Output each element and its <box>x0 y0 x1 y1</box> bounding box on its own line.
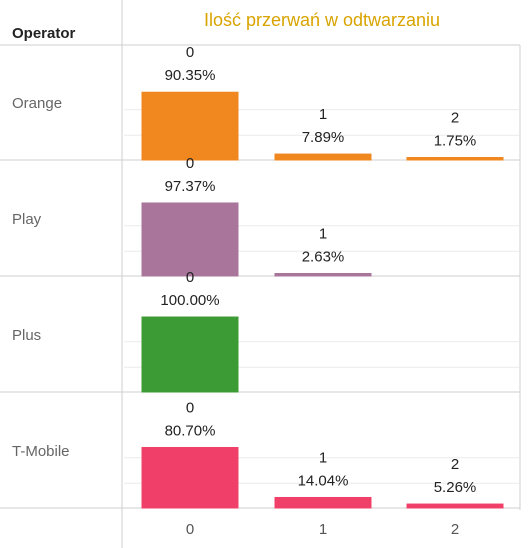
bar <box>274 153 372 161</box>
operator-label: T-Mobile <box>12 443 70 460</box>
x-tick-label: 0 <box>186 521 194 538</box>
bar-category-label: 0 <box>186 269 194 286</box>
bar-category-label: 0 <box>186 44 194 61</box>
bar-value-label: 80.70% <box>165 422 216 439</box>
bar-category-label: 0 <box>186 399 194 416</box>
bar-value-label: 90.35% <box>165 67 216 84</box>
bar-category-label: 0 <box>186 155 194 172</box>
bar-category-label: 2 <box>451 456 459 473</box>
bar <box>274 496 372 509</box>
bar-value-label: 7.89% <box>302 129 345 146</box>
bar-value-label: 1.75% <box>434 133 477 150</box>
bar-category-label: 1 <box>319 106 327 123</box>
operator-label: Orange <box>12 95 62 112</box>
bar <box>141 91 239 161</box>
bar-value-label: 2.63% <box>302 249 345 266</box>
bar-value-label: 5.26% <box>434 479 477 496</box>
operator-column-header: Operator <box>12 25 76 42</box>
bar <box>274 273 372 277</box>
operator-label: Play <box>12 211 42 228</box>
bar-category-label: 1 <box>319 449 327 466</box>
bar <box>406 157 504 161</box>
bar-category-label: 2 <box>451 110 459 127</box>
bar <box>141 446 239 509</box>
bar <box>141 202 239 277</box>
x-tick-label: 1 <box>319 521 327 538</box>
bar-value-label: 14.04% <box>298 472 349 489</box>
plot-area: Orange 0 90.35% 1 7.89% 2 1.75% Play 0 97.37% 1 2.6… <box>0 44 520 538</box>
bar-value-label: 100.00% <box>160 292 219 309</box>
bar-value-label: 97.37% <box>165 178 216 195</box>
bar <box>141 316 239 393</box>
operator-label: Plus <box>12 327 41 344</box>
x-tick-label: 2 <box>451 521 459 538</box>
bar-category-label: 1 <box>319 226 327 243</box>
bar <box>406 503 504 509</box>
chart-title: Ilość przerwań w odtwarzaniu <box>204 10 440 30</box>
